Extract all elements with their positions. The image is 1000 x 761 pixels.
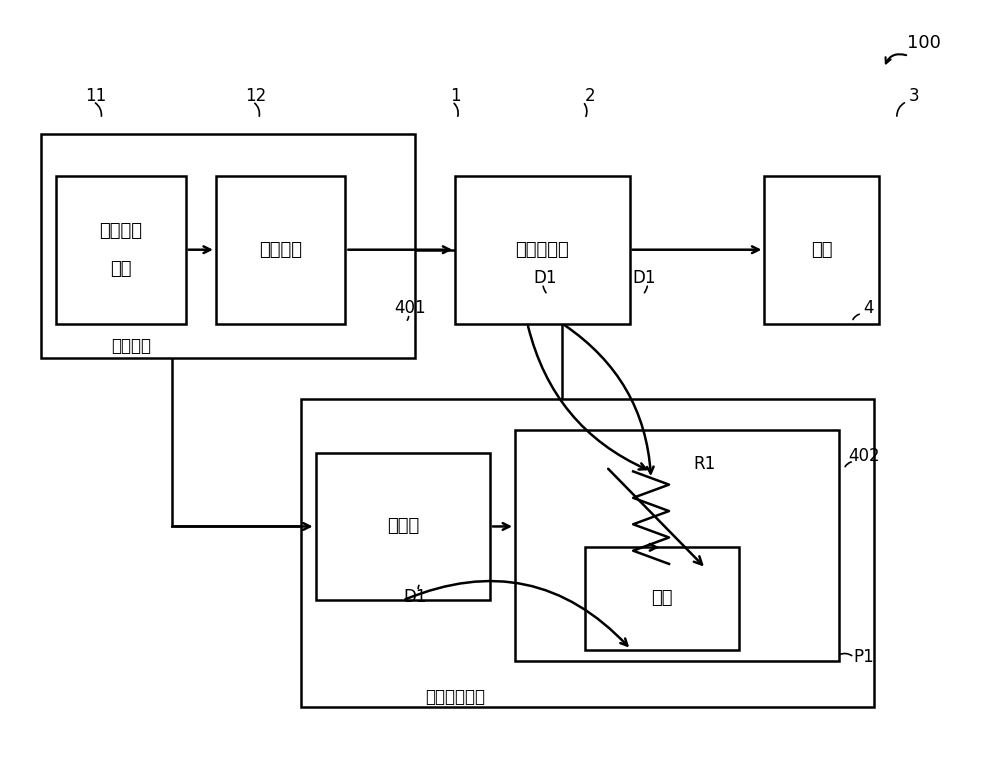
- Text: 电源: 电源: [651, 590, 673, 607]
- Bar: [455, 176, 630, 323]
- Text: D1: D1: [403, 587, 427, 606]
- Text: 天线: 天线: [811, 240, 832, 259]
- Text: 4: 4: [864, 300, 874, 317]
- Text: 电路: 电路: [110, 260, 132, 278]
- Bar: [216, 176, 345, 323]
- Bar: [764, 176, 879, 323]
- Text: 3: 3: [909, 88, 919, 105]
- Bar: [515, 430, 839, 661]
- Text: 402: 402: [848, 447, 880, 465]
- Text: 2: 2: [584, 88, 595, 105]
- Text: R1: R1: [693, 455, 716, 473]
- Text: 100: 100: [907, 34, 941, 52]
- Text: 电压调节单元: 电压调节单元: [425, 688, 485, 705]
- Text: D1: D1: [633, 269, 656, 287]
- Text: 401: 401: [394, 300, 426, 317]
- Text: D1: D1: [533, 269, 557, 287]
- Text: 天线放大器: 天线放大器: [516, 240, 569, 259]
- Bar: [41, 134, 415, 358]
- Bar: [585, 547, 739, 650]
- Text: 控制器: 控制器: [387, 517, 419, 536]
- Text: 12: 12: [245, 88, 266, 105]
- Bar: [316, 453, 490, 600]
- Text: P1: P1: [854, 648, 874, 666]
- Bar: [301, 400, 874, 706]
- Text: 射频模组: 射频模组: [111, 337, 151, 355]
- Text: 11: 11: [86, 88, 107, 105]
- Bar: [56, 176, 186, 323]
- Text: 射频收发: 射频收发: [100, 221, 143, 240]
- Text: 匹配电路: 匹配电路: [259, 240, 302, 259]
- Text: 1: 1: [450, 88, 460, 105]
